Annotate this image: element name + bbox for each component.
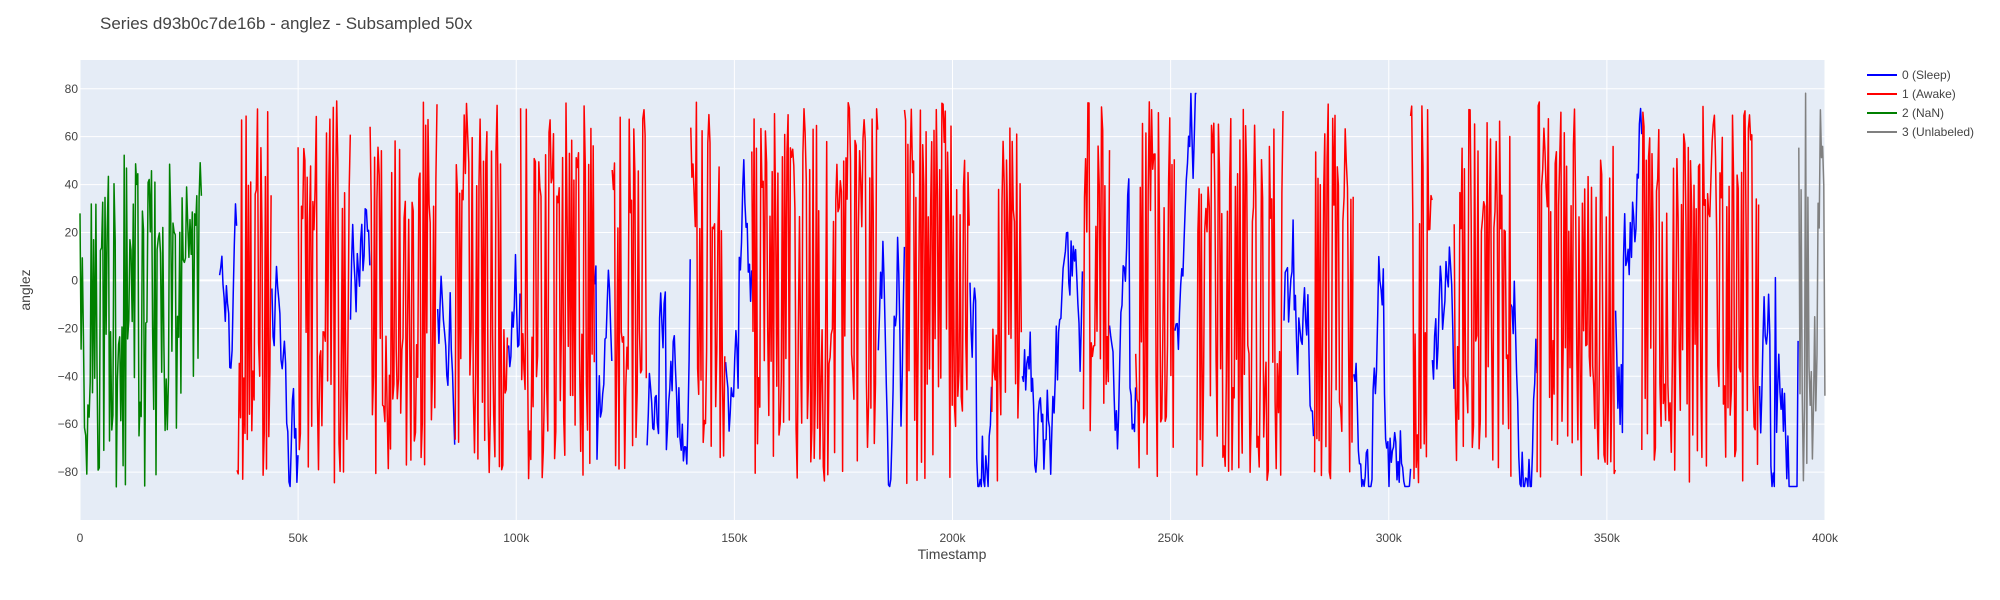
series-line-segment bbox=[724, 159, 753, 432]
series-line-segment bbox=[271, 265, 299, 488]
series-line-segment bbox=[877, 236, 906, 488]
y-tick-label: 60 bbox=[65, 130, 79, 144]
y-tick-label: 20 bbox=[65, 226, 79, 240]
series-line-segment bbox=[1108, 178, 1137, 450]
y-tick-label: 0 bbox=[71, 273, 78, 287]
series-line-segment bbox=[1196, 108, 1284, 482]
legend-item[interactable]: 0 (Sleep) bbox=[1867, 68, 1951, 82]
series-line-segment bbox=[297, 100, 352, 484]
y-tick-label: −40 bbox=[58, 369, 79, 383]
y-tick-label: 40 bbox=[65, 178, 79, 192]
series-line-segment bbox=[1021, 231, 1084, 475]
x-tick-label: 0 bbox=[77, 531, 84, 545]
series-line-segment bbox=[218, 203, 238, 369]
series-line-segment bbox=[611, 108, 648, 470]
series-line-segment bbox=[506, 253, 521, 368]
series-line-segment bbox=[1134, 101, 1176, 478]
x-tick-label: 50k bbox=[288, 531, 308, 545]
series-line-segment bbox=[1614, 107, 1643, 434]
y-tick-label: 80 bbox=[65, 82, 79, 96]
series-line-segment bbox=[991, 127, 1023, 482]
series-line-segment bbox=[519, 102, 596, 480]
legend-label: 3 (Unlabeled) bbox=[1902, 125, 1974, 139]
series-line-segment bbox=[1313, 103, 1354, 480]
series-line-segment bbox=[1641, 105, 1760, 483]
legend[interactable]: 0 (Sleep) 1 (Awake) 2 (NaN) 3 (Unlabeled) bbox=[1867, 68, 1974, 139]
series-line-segment bbox=[1453, 108, 1512, 477]
x-tick-label: 150k bbox=[721, 531, 748, 545]
y-tick-label: −80 bbox=[58, 465, 79, 479]
series-line-segment bbox=[751, 101, 879, 482]
series-line-segment bbox=[79, 154, 203, 488]
y-axis-ticks: 80 60 40 20 0 −20 −40 −60 −80 bbox=[58, 82, 79, 479]
x-tick-label: 350k bbox=[1594, 531, 1621, 545]
y-axis-title: anglez bbox=[17, 269, 33, 310]
x-tick-label: 200k bbox=[939, 531, 966, 545]
legend-item[interactable]: 3 (Unlabeled) bbox=[1867, 125, 1974, 139]
series-line-segment bbox=[1798, 92, 1826, 482]
series-line-segment bbox=[1409, 105, 1433, 484]
series-line-segment bbox=[903, 102, 970, 485]
series-line-segment bbox=[1536, 101, 1617, 478]
legend-label: 1 (Awake) bbox=[1902, 87, 1956, 101]
series-line-segment bbox=[1431, 246, 1455, 389]
series-line-segment bbox=[1758, 276, 1799, 488]
chart-title: Series d93b0c7de16b - anglez - Subsample… bbox=[100, 14, 473, 33]
series-line-segment bbox=[1283, 219, 1315, 437]
legend-label: 0 (Sleep) bbox=[1902, 68, 1951, 82]
legend-item[interactable]: 1 (Awake) bbox=[1867, 87, 1956, 101]
series-line-segment bbox=[1353, 255, 1412, 488]
series-line-segment bbox=[1082, 102, 1111, 432]
series-line-segment bbox=[454, 102, 509, 474]
legend-item[interactable]: 2 (NaN) bbox=[1867, 106, 1944, 120]
series-layer bbox=[79, 92, 1826, 488]
x-tick-label: 400k bbox=[1812, 531, 1839, 545]
series-line-segment bbox=[969, 282, 993, 488]
legend-label: 2 (NaN) bbox=[1902, 106, 1944, 120]
series-line-segment bbox=[594, 265, 613, 460]
x-axis-title: Timestamp bbox=[918, 546, 987, 562]
series-line-segment bbox=[236, 108, 272, 481]
x-tick-label: 250k bbox=[1158, 531, 1185, 545]
y-tick-label: −20 bbox=[58, 321, 79, 335]
series-line-segment bbox=[1174, 92, 1197, 351]
series-line-segment bbox=[436, 275, 456, 445]
y-tick-label: −60 bbox=[58, 417, 79, 431]
series-line-segment bbox=[690, 101, 726, 459]
series-line-segment bbox=[369, 101, 438, 475]
x-tick-label: 100k bbox=[503, 531, 530, 545]
x-tick-label: 300k bbox=[1376, 531, 1403, 545]
series-line-segment bbox=[1510, 280, 1538, 488]
series-line-segment bbox=[349, 208, 371, 320]
x-axis-ticks: 0 50k 100k 150k 200k 250k 300k 350k 400k bbox=[77, 531, 1839, 545]
series-line-segment bbox=[646, 259, 691, 465]
